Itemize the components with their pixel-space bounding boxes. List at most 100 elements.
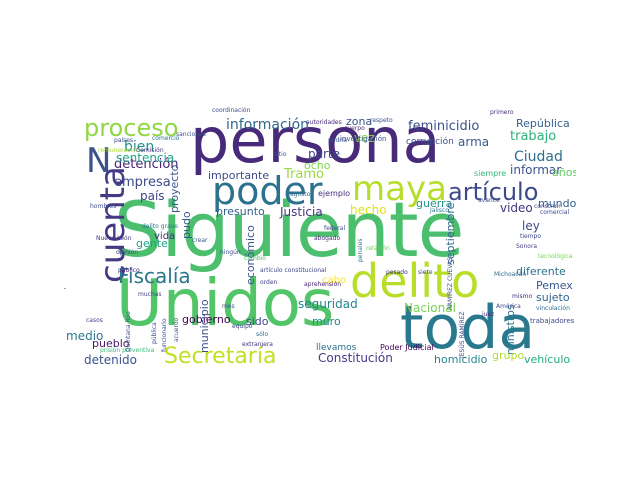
word-anos: años: [552, 166, 576, 179]
word-guerra: guerra: [416, 197, 453, 210]
word-quintana-roo: Quintana Roo: [125, 311, 132, 352]
word-empresa: empresa: [114, 175, 171, 190]
word-bien: bien: [124, 139, 155, 155]
word-seguridad: seguridad: [298, 297, 358, 311]
word-sentencia: sentencia: [116, 151, 175, 165]
word-cabo: cabo: [322, 275, 347, 286]
word-sido: sido: [246, 315, 269, 328]
word-unidos: Unidos: [116, 267, 335, 341]
word-llevamos: llevamos: [316, 343, 357, 353]
word-articulo-constitucional: artículo constitucional: [260, 267, 327, 274]
word-feminicidio: feminicidio: [408, 119, 480, 134]
word-cuerpo: cuerpo: [344, 125, 365, 132]
word-ciudad: Ciudad: [514, 149, 563, 165]
word-ley: ley: [522, 219, 540, 233]
word-hombres: hombres: [90, 203, 117, 210]
word-detenido: detenido: [84, 353, 137, 367]
word-fiscalia: Fiscalía: [118, 264, 191, 288]
word-siempre: siempre: [474, 169, 507, 178]
word-podria: podría: [328, 137, 348, 144]
word-sonora: Sonora: [516, 243, 538, 250]
word-avance: avance: [478, 197, 500, 204]
word-municipio: municipio: [198, 299, 211, 353]
word-comercial: comercial: [540, 209, 570, 216]
word-nuevo-leon: Nuevo León: [96, 235, 132, 242]
word-jalisco: Jalisco: [430, 207, 449, 214]
word-autoridades: autoridades: [306, 119, 342, 126]
word-correspondiente: correspondiente: [64, 259, 66, 308]
word-proceso: proceso: [84, 114, 179, 142]
word-federal: federal: [324, 225, 346, 232]
word-mes: mes: [222, 303, 235, 310]
word-pudo: pudo: [180, 211, 193, 239]
word-ramirez-cuevas: RAMÍREZ CUEVAS: [447, 257, 454, 310]
word-video: video: [500, 201, 533, 215]
word-tiempo: tiempo: [520, 233, 542, 240]
word-orden: orden: [260, 279, 278, 286]
word-juez: juez: [482, 311, 495, 318]
word-grupo: grupo: [492, 349, 525, 362]
word-coordinacion: coordinación: [212, 107, 251, 114]
word-publico: público: [118, 267, 140, 274]
word-penales: penales: [357, 238, 364, 262]
word-ningun: ningún: [220, 249, 241, 256]
word-secretaria: Secretaría: [164, 344, 277, 369]
word-pueblo: pueblo: [92, 337, 130, 350]
word-acuerdo: acuerdo: [173, 317, 180, 342]
word-siguiente: Siguiente: [114, 185, 464, 274]
word-remuneracion: remuneración: [98, 147, 140, 154]
word-primero: primero: [490, 109, 514, 116]
word-delito-grave: delito grave: [142, 223, 178, 230]
word-vehiculo: vehículo: [524, 353, 571, 366]
word-medio: medio: [66, 329, 104, 343]
word-comision: Comisión: [136, 147, 164, 154]
word-gente: gente: [136, 237, 168, 250]
word-constitucion: Constitución: [318, 351, 393, 365]
word-casos: casos: [86, 317, 103, 324]
word-agosto: agosto: [290, 191, 311, 198]
word-michoacan: Michoacán: [494, 271, 527, 278]
word-pesado: pesado: [386, 269, 408, 276]
word-aprehension: aprehensión: [304, 281, 342, 288]
word-equipo: equipo: [232, 323, 253, 330]
word-vinculacion: vinculación: [536, 305, 570, 312]
word-comercio: comercio: [152, 135, 180, 142]
word-sanciones: sanciones: [176, 131, 206, 138]
word-sitio: sitio: [274, 151, 287, 158]
word-corrupcion: corrupción: [406, 137, 454, 147]
word-prision-preventiva: prisión preventiva: [100, 347, 155, 354]
word-america: América: [496, 303, 521, 310]
word-tramo: Tramo: [284, 167, 324, 182]
word-arma: arma: [458, 135, 490, 149]
word-republica: República: [516, 117, 570, 130]
word-extranjera: extranjera: [242, 341, 273, 348]
word-funcionario: funcionario: [161, 318, 168, 352]
word-ministros: ministros: [504, 304, 517, 355]
word-informacion: información: [226, 117, 310, 133]
word-ocho: ocho: [304, 159, 331, 172]
word-investigacion: investigación: [340, 135, 387, 143]
word-abogado: abogado: [314, 235, 341, 242]
word-muro: muro: [312, 315, 341, 328]
word-construir: construir: [534, 203, 561, 210]
word-respeto: respeto: [370, 117, 393, 124]
word-detencion: detención: [114, 157, 179, 172]
word-mismo: mismo: [512, 293, 533, 300]
word-relacion: relación: [366, 245, 390, 252]
word-informar: informar: [510, 163, 562, 177]
word-n: N: [86, 141, 112, 181]
word-ejemplo: ejemplo: [318, 189, 351, 198]
word-parte: parte: [308, 147, 340, 161]
word-trabajo: trabajo: [510, 129, 557, 144]
word-pais: país: [140, 189, 165, 203]
word-opinion: opinión: [116, 249, 139, 256]
word-persona: persona: [190, 106, 441, 177]
word-mundo: mundo: [538, 197, 576, 210]
word-maya: maya: [352, 169, 447, 209]
word-muchas: muchas: [138, 291, 162, 298]
word-siete: siete: [418, 269, 433, 276]
word-poder-judicial: Poder Judicial: [380, 343, 434, 352]
word-crear: crear: [192, 237, 208, 244]
word-nacional: Nacional: [404, 301, 456, 315]
word-jesus-ramirez: JESÚS RAMÍREZ: [459, 311, 466, 358]
